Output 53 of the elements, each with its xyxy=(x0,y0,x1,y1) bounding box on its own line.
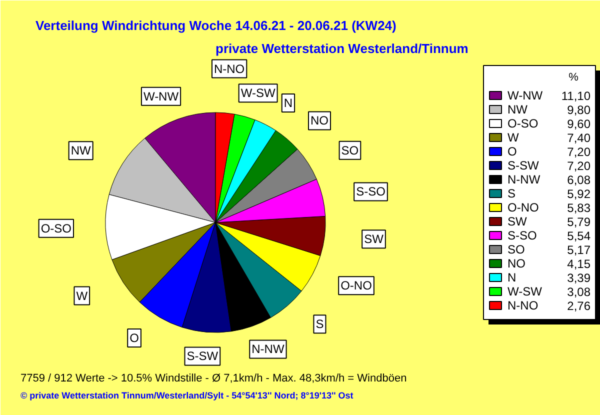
chart-subtitle: private Wetterstation Westerland/Tinnum xyxy=(216,41,468,56)
data-label: 9,60 xyxy=(567,117,591,131)
legend-label: O xyxy=(508,144,517,158)
data-label: 9,80 xyxy=(567,103,591,117)
legend-label: S-SW xyxy=(508,158,540,172)
legend-label: O-NO xyxy=(508,200,539,214)
slice-label: N-NW xyxy=(252,342,285,356)
text: 7759 / 912 Werte -> 10.5% Windstille - Ø 7,1km/h - Max. 48,3km/h = Windböen xyxy=(20,372,407,384)
data-label: 5,17 xyxy=(567,243,591,257)
data-label: 5,54 xyxy=(567,229,591,243)
data-label: 7,40 xyxy=(567,131,591,145)
legend-label: SO xyxy=(508,242,525,256)
slice-label: O-NO xyxy=(340,278,372,293)
legend-label: N-NW xyxy=(508,172,541,186)
data-label: 4,15 xyxy=(567,257,591,271)
slice-label: N-NO xyxy=(214,62,245,76)
legend-label: N xyxy=(508,270,516,284)
slice-label: W-SW xyxy=(240,86,276,100)
legend-label: W-SW xyxy=(508,284,543,298)
data-label: 5,79 xyxy=(567,215,591,229)
data-label: 7,20 xyxy=(567,145,591,159)
data-label: 7,20 xyxy=(567,159,591,173)
data-label: 6,08 xyxy=(567,173,591,187)
slice-label: W xyxy=(76,288,88,303)
data-label: 5,92 xyxy=(567,187,591,201)
slice-label: S-SW xyxy=(186,349,219,364)
legend-title: % xyxy=(568,72,579,84)
legend-label: SW xyxy=(508,214,528,228)
legend-label: O-SO xyxy=(508,116,538,130)
chart-title: Verteilung Windrichtung Woche 14.06.21 - 20.06.21 (KW24) xyxy=(36,18,396,33)
slice-label: SO xyxy=(341,143,359,158)
data-label: 2,76 xyxy=(567,299,591,313)
slice-label: S xyxy=(316,317,324,332)
slice-label: NO xyxy=(310,114,328,128)
data-label: 3,39 xyxy=(567,271,591,285)
data-label: 11,10 xyxy=(561,89,591,103)
legend-label: S xyxy=(508,186,516,200)
data-label: 3,08 xyxy=(567,285,591,299)
slice-label: O-SO xyxy=(40,221,72,236)
slice-label: O xyxy=(130,330,139,345)
legend-label: NW xyxy=(508,102,528,116)
text: © private Wetterstation Tinnum/Westerland/Sylt - 54°54'13'' Nord; 8°19'13'' Ost xyxy=(20,390,354,400)
slice-label: N xyxy=(284,96,293,110)
slice-label: SW xyxy=(364,232,384,246)
slice-label: S-SO xyxy=(356,184,386,199)
legend-label: W xyxy=(508,130,520,144)
legend-label: W-NW xyxy=(508,88,544,102)
legend-label: S-SO xyxy=(508,228,537,242)
legend-label: NO xyxy=(508,256,526,270)
legend-label: N-NO xyxy=(508,298,538,312)
slice-label: W-NW xyxy=(143,89,180,104)
data-label: 5,83 xyxy=(567,201,591,215)
slice-label: NW xyxy=(70,144,92,158)
